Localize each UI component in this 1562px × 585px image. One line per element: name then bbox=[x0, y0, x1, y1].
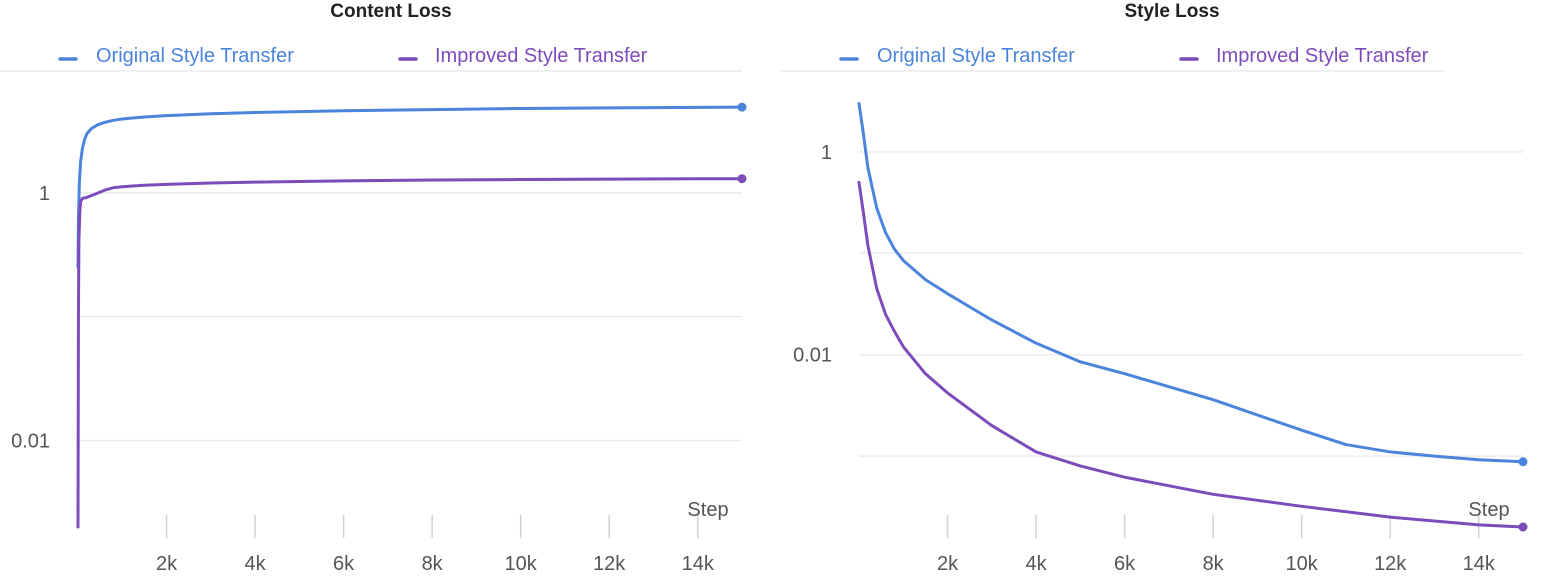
x-tick-label: 2k bbox=[156, 553, 178, 575]
series-line bbox=[857, 180, 1525, 529]
y-tick-label: 1 bbox=[821, 142, 832, 164]
y-tick-label: 1 bbox=[39, 183, 50, 205]
y-tick-label: 0.01 bbox=[793, 345, 832, 367]
series-line bbox=[857, 102, 1525, 464]
x-tick-label: 14k bbox=[682, 553, 715, 575]
legend-item[interactable]: Original Style Transfer bbox=[58, 45, 294, 67]
series-end-point bbox=[1518, 522, 1528, 532]
legend-item[interactable]: Improved Style Transfer bbox=[398, 45, 648, 67]
x-axis-label: Step bbox=[1468, 499, 1509, 521]
legend-label: Improved Style Transfer bbox=[435, 45, 648, 67]
x-tick-label: 6k bbox=[333, 553, 355, 575]
x-axis-label: Step bbox=[687, 499, 728, 521]
legend-item[interactable]: Improved Style Transfer bbox=[1179, 45, 1429, 67]
series-line bbox=[76, 105, 744, 269]
x-tick-label: 4k bbox=[1026, 553, 1048, 575]
x-tick-label: 8k bbox=[1203, 553, 1225, 575]
x-tick-label: 14k bbox=[1463, 553, 1496, 575]
series-line bbox=[76, 177, 744, 529]
x-tick-label: 8k bbox=[422, 553, 444, 575]
legend-label: Improved Style Transfer bbox=[1216, 45, 1429, 67]
chart-title: Content Loss bbox=[330, 1, 451, 22]
legend-item[interactable]: Original Style Transfer bbox=[839, 45, 1075, 67]
legend-label: Original Style Transfer bbox=[96, 45, 294, 67]
chart-panel-2: Style Loss Original Style Transfer Improve… bbox=[780, 1, 1528, 575]
x-tick-label: 2k bbox=[937, 553, 959, 575]
x-tick-label: 10k bbox=[1286, 553, 1319, 575]
x-tick-label: 12k bbox=[593, 553, 626, 575]
chart-title: Style Loss bbox=[1124, 1, 1219, 22]
chart-panel-1: Content Loss Original Style Transfer Impro… bbox=[0, 1, 747, 575]
x-tick-label: 6k bbox=[1114, 553, 1136, 575]
series-end-point bbox=[737, 102, 747, 112]
x-tick-label: 4k bbox=[245, 553, 267, 575]
series-end-point bbox=[1518, 457, 1528, 467]
legend-label: Original Style Transfer bbox=[877, 45, 1075, 67]
series-end-point bbox=[737, 174, 747, 184]
x-tick-label: 12k bbox=[1374, 553, 1407, 575]
y-tick-label: 0.01 bbox=[11, 430, 50, 452]
x-tick-label: 10k bbox=[505, 553, 538, 575]
